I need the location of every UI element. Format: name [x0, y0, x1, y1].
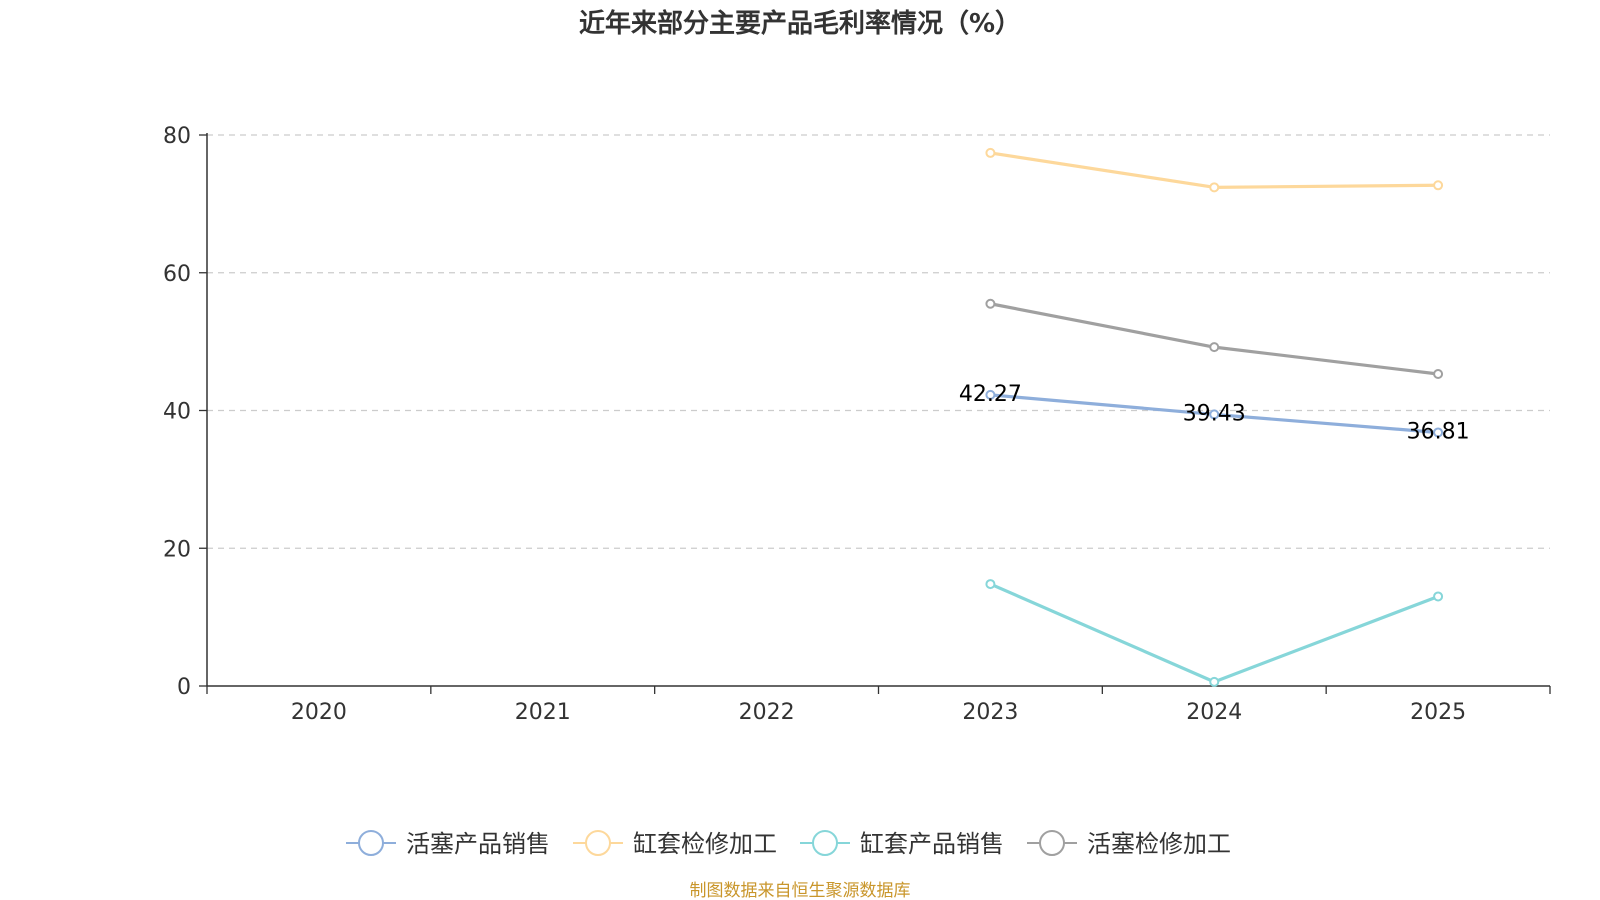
x-tick-label: 2024 [1186, 700, 1242, 725]
x-tick-label: 2025 [1410, 700, 1466, 725]
data-point [985, 579, 996, 590]
y-tick-label: 40 [163, 400, 191, 425]
legend-label: 缸套检修加工 [633, 830, 777, 858]
legend: 活塞产品销售 缸套检修加工 缸套产品销售 活塞检修加工 [346, 830, 1231, 858]
data-label: 36.81 [1407, 419, 1470, 444]
legend-marker [585, 830, 611, 856]
y-tick-label: 80 [163, 124, 191, 149]
y-tick-label: 60 [163, 262, 191, 287]
data-point [1209, 342, 1220, 353]
data-point [1209, 182, 1220, 193]
chart-title: 近年来部分主要产品毛利率情况（%） [579, 8, 1021, 39]
data-labels: 42.27 39.43 36.81 [959, 382, 1470, 445]
legend-label: 活塞产品销售 [406, 830, 550, 858]
data-point [1433, 427, 1444, 438]
legend-marker [1039, 830, 1065, 856]
data-point [1209, 676, 1220, 687]
source-note: 制图数据来自恒生聚源数据库 [690, 881, 911, 900]
x-tick-label: 2023 [962, 700, 1018, 725]
data-point [985, 298, 996, 309]
data-point [985, 389, 996, 400]
data-point [1433, 591, 1444, 602]
x-tick-label: 2020 [291, 700, 347, 725]
data-point [985, 147, 996, 158]
legend-label: 活塞检修加工 [1087, 830, 1231, 858]
data-point [1433, 368, 1444, 379]
x-tick-label: 2022 [739, 700, 795, 725]
series-line [989, 582, 1439, 684]
series-line [990, 151, 1439, 189]
legend-marker [812, 830, 838, 856]
series-layer [985, 147, 1444, 687]
data-label: 39.43 [1183, 401, 1246, 426]
legend-marker [358, 830, 384, 856]
y-tick-label: 20 [163, 537, 191, 562]
x-tick-label: 2021 [515, 700, 571, 725]
y-tick-label: 0 [177, 675, 191, 700]
grid-lines [207, 134, 1550, 549]
data-point [1209, 409, 1220, 420]
series-line [990, 302, 1439, 376]
data-point [1433, 180, 1444, 191]
axes: 0 20 40 60 80 2020 2021 2022 2023 2024 2025 [163, 124, 1551, 725]
legend-label: 缸套产品销售 [860, 830, 1004, 858]
data-label: 42.27 [959, 382, 1022, 407]
